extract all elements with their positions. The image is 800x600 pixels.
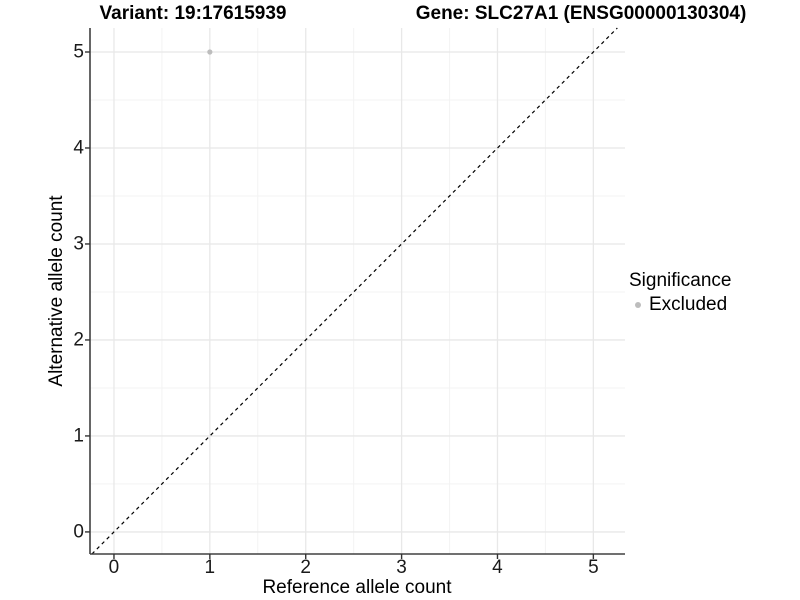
y-tick-label: 5: [73, 41, 84, 63]
y-tick-label: 3: [73, 233, 84, 255]
x-tick-label: 3: [396, 557, 407, 578]
x-tick-label: 4: [492, 557, 503, 578]
x-axis-title: Reference allele count: [262, 577, 452, 598]
legend-point-icon: [635, 302, 641, 308]
legend-entry-label: Excluded: [649, 294, 728, 315]
plot-title-gene: Gene: SLC27A1 (ENSG00000130304): [415, 3, 747, 24]
x-tick-label: 0: [108, 557, 120, 578]
identity-line: [91, 27, 618, 555]
legend: Significance Excluded: [629, 271, 731, 315]
x-tick-label: 5: [588, 557, 599, 578]
y-tick-label: 0: [73, 521, 84, 543]
data-point: [207, 49, 213, 55]
y-axis-title: Alternative allele count: [46, 195, 67, 387]
y-tick-label: 1: [73, 425, 84, 447]
x-tick-label: 1: [204, 557, 216, 578]
plot-title-variant: Variant: 19:17615939: [99, 3, 287, 24]
y-tick-label: 2: [73, 329, 84, 351]
y-tick-label: 4: [73, 137, 84, 159]
legend-entry-excluded: Excluded: [629, 295, 731, 315]
x-tick-label: 2: [300, 557, 312, 578]
legend-title: Significance: [629, 270, 732, 291]
